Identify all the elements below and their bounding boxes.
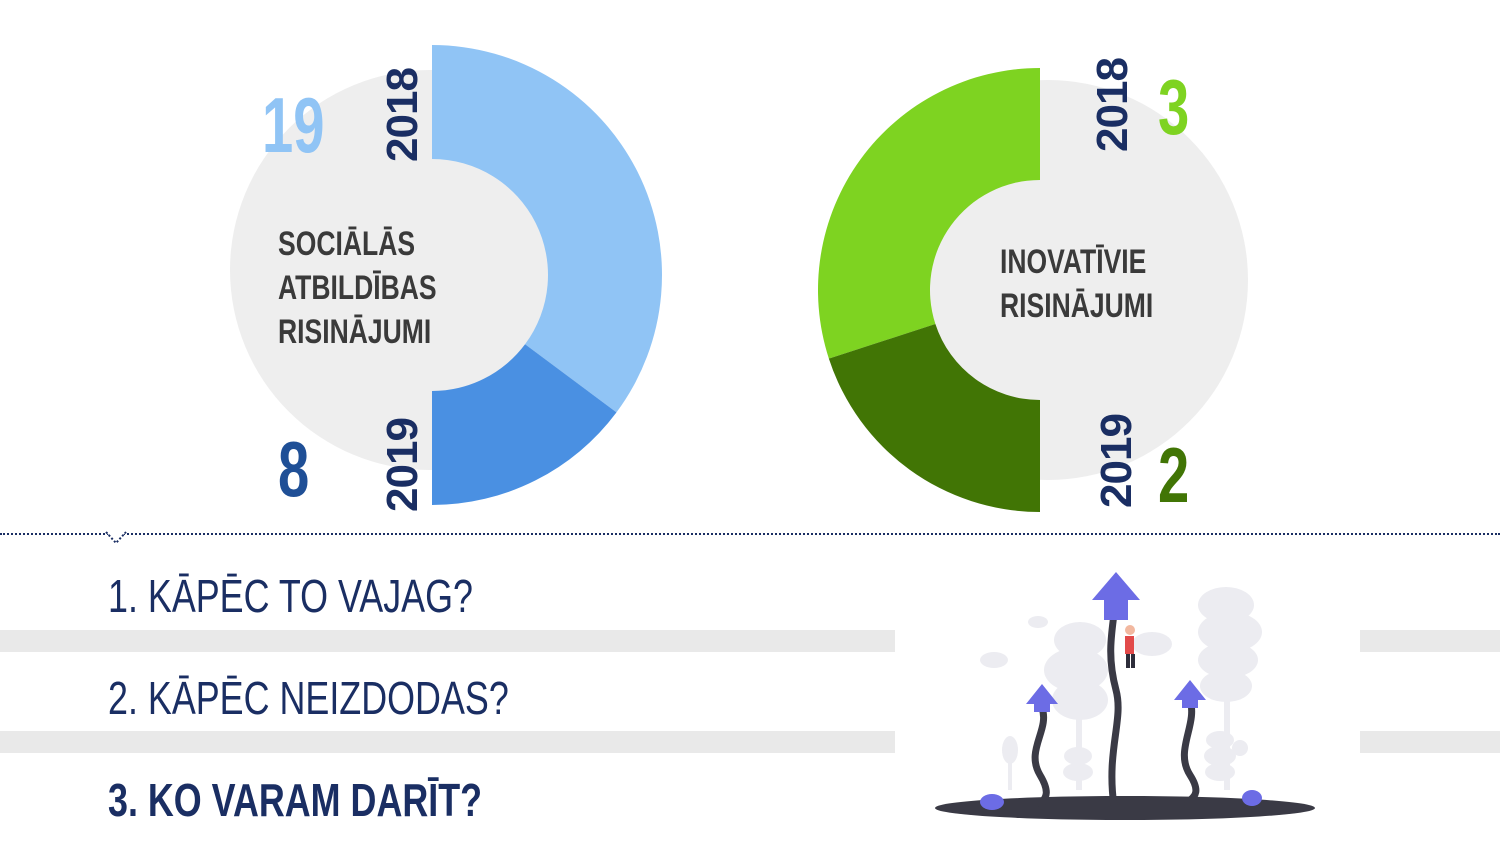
chart-social-slice-2018 [432,45,662,413]
chart-social-label-2018: 2018 [378,68,427,162]
divider-notch-icon [105,531,127,545]
chart-innovative-slice-2018 [818,68,1040,359]
chart-innovative-title-line-2: RISINĀJUMI [1000,287,1154,325]
chart-social-svg [230,45,662,505]
chart-innovative-title-line-1: INOVATĪVIE [1000,243,1147,281]
chart-innovative-title: INOVATĪVIE RISINĀJUMI [1000,240,1153,328]
menu-item-why-needed[interactable]: 1. KĀPĒC TO VAJAG? [108,570,473,622]
band-left-2 [0,731,895,753]
chart-social-title-line-3: RISINĀJUMI [278,313,432,351]
chart-social-label-2019: 2019 [378,418,427,512]
chart-social-title-line-1: SOCIĀLĀS [278,225,416,263]
chart-innovative-value-2018: 3 [1158,63,1190,151]
dotted-divider [0,533,1500,535]
chart-innovative-solutions: INOVATĪVIE RISINĀJUMI 2018 3 2019 2 [800,40,1320,540]
chart-social-slice-2019 [432,344,617,505]
menu-item-why-fails[interactable]: 2. KĀPĒC NEIZDODAS? [108,672,509,724]
band-right-2 [1360,731,1500,753]
chart-innovative-slice-2019 [828,323,1040,512]
chart-social-value-2018: 19 [262,81,325,169]
band-right-1 [1360,630,1500,652]
chart-social-responsibility: SOCIĀLĀS ATBILDĪBAS RISINĀJUMI 19 2018 8… [200,30,680,530]
chart-social-title-line-2: ATBILDĪBAS [278,269,437,307]
band-left-1 [0,630,895,652]
chart-social-value-2019: 8 [278,425,310,513]
chart-innovative-svg [818,68,1248,512]
chart-innovative-label-2019: 2019 [1092,414,1141,508]
chart-innovative-value-2019: 2 [1158,431,1190,519]
chart-social-title: SOCIĀLĀS ATBILDĪBAS RISINĀJUMI [278,222,437,354]
menu-item-what-to-do[interactable]: 3. KO VARAM DARĪT? [108,774,483,826]
growth-arrows-illustration-icon [935,572,1315,820]
chart-innovative-label-2018: 2018 [1088,58,1137,152]
